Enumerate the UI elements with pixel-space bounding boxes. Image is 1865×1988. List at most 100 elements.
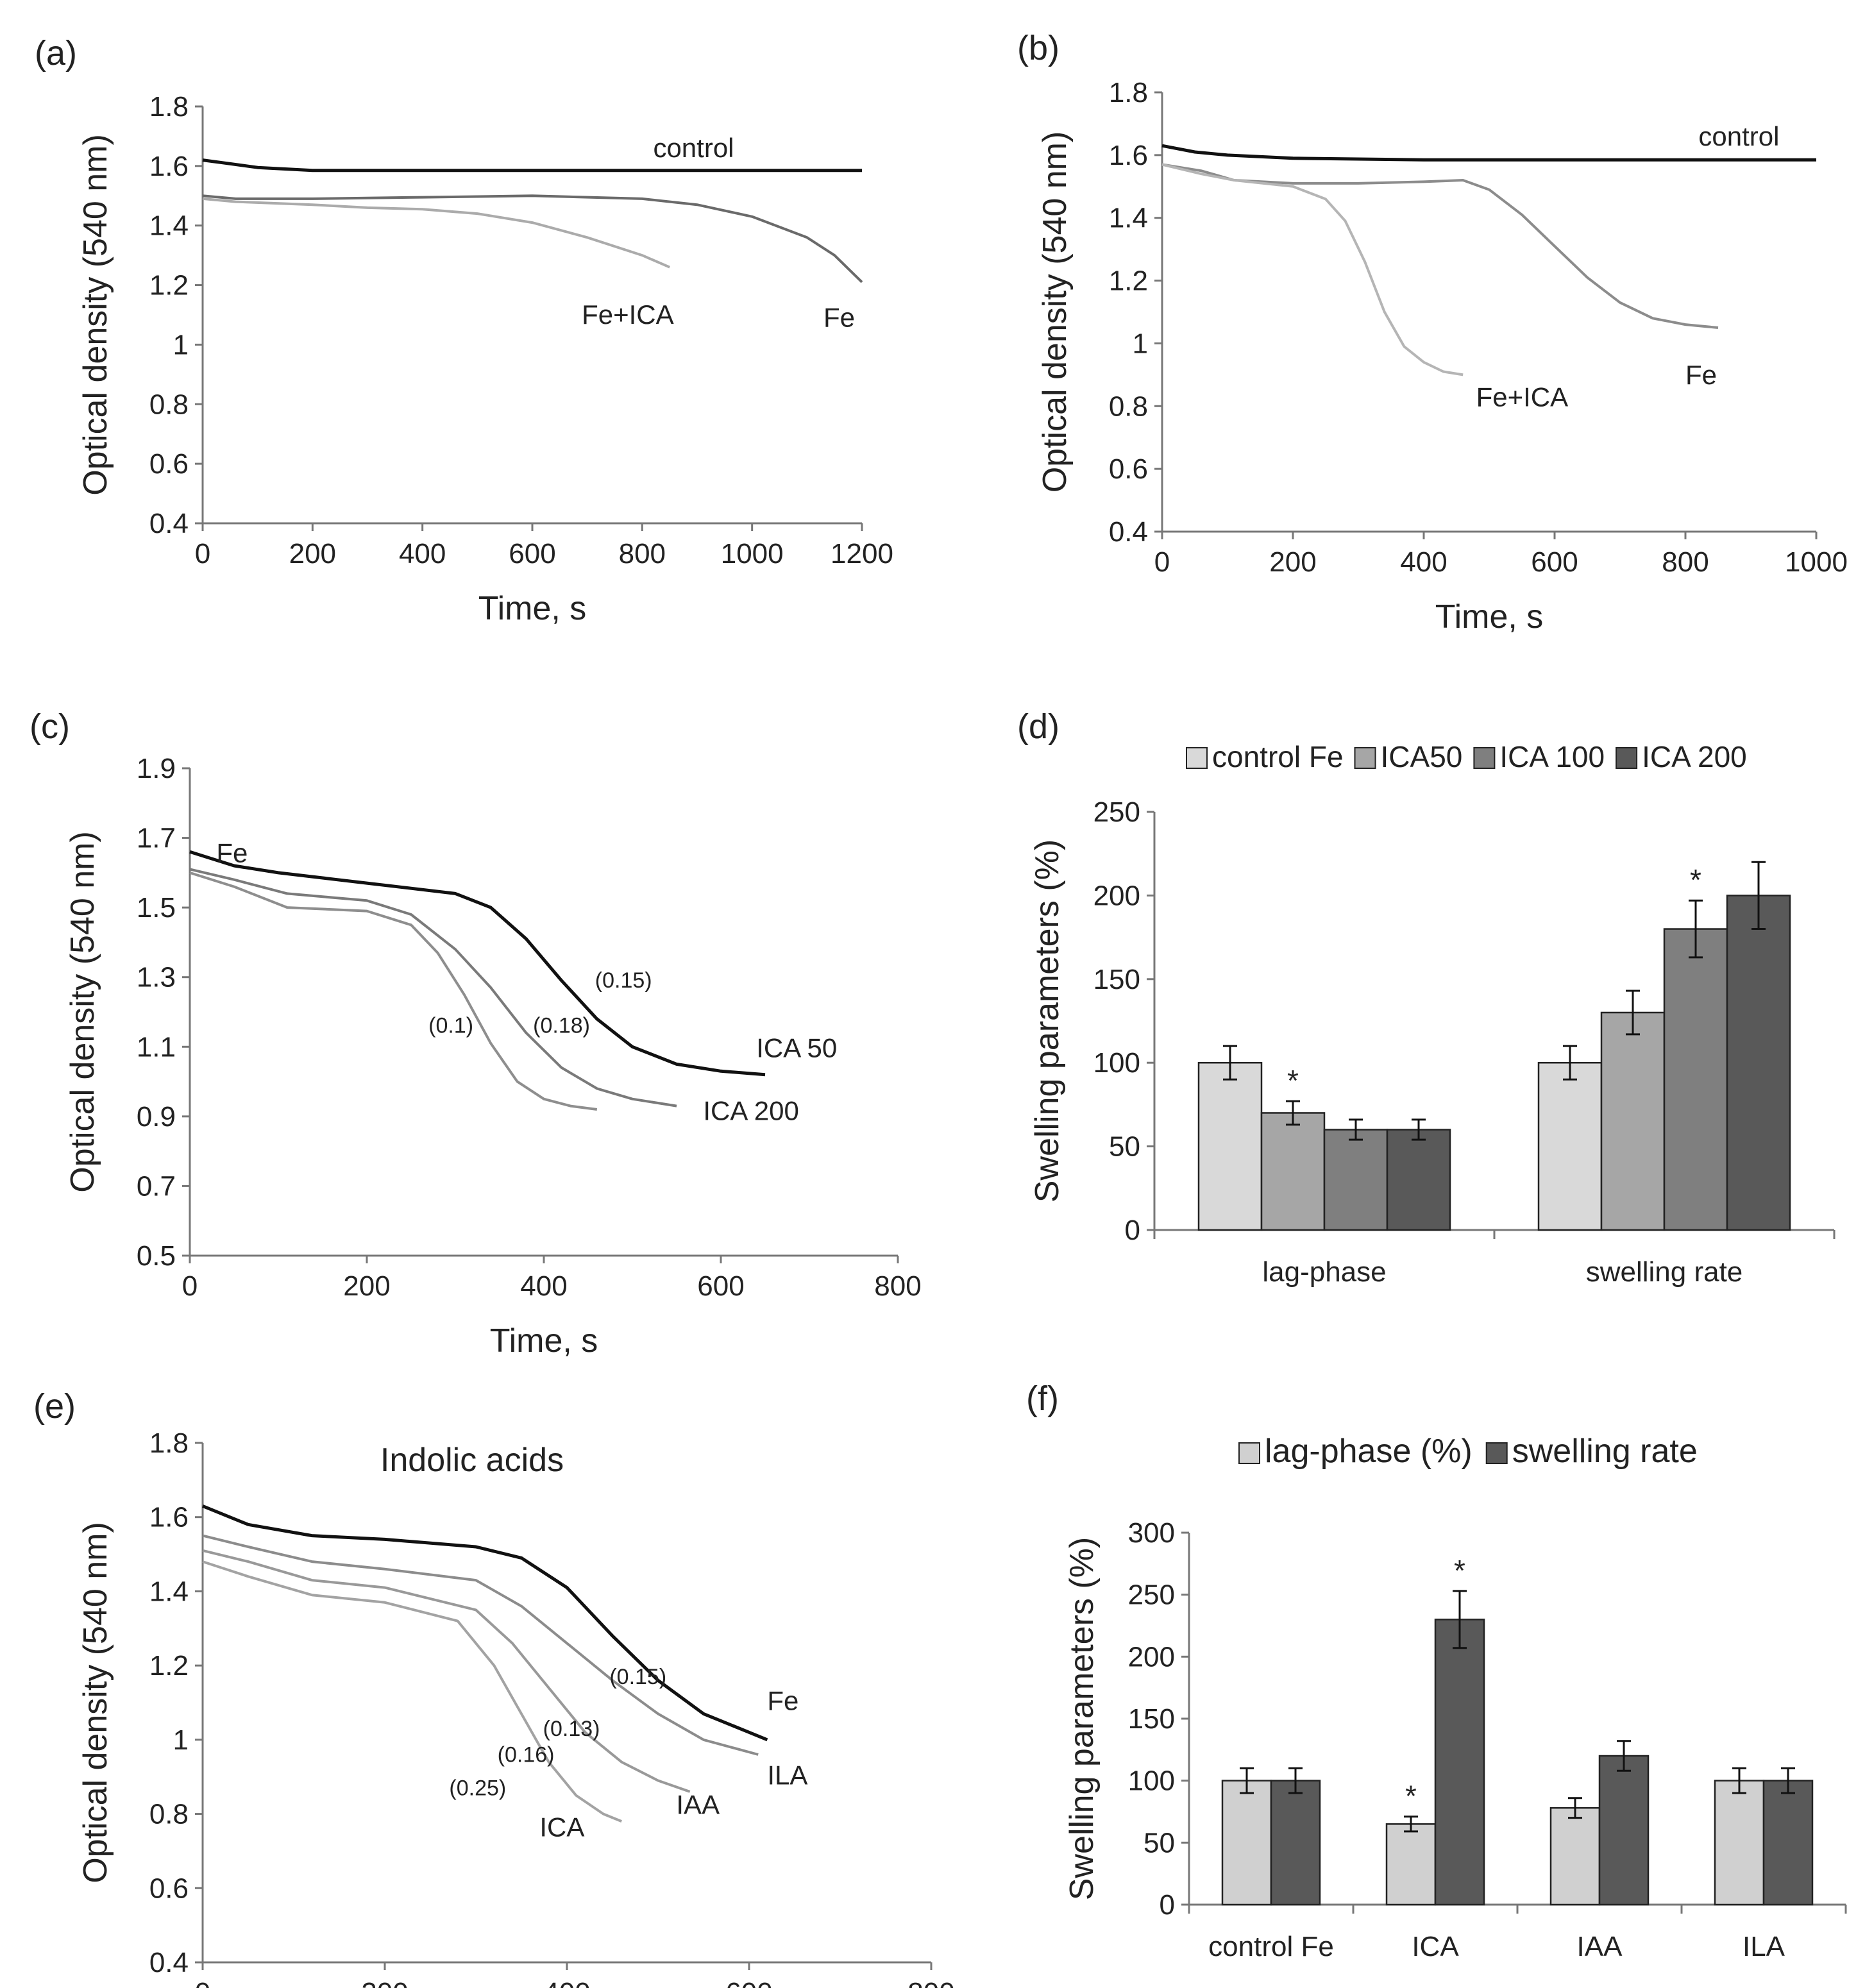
- legend-swatch: [1354, 747, 1376, 769]
- rate-annotation: (0.15): [595, 968, 652, 993]
- y-tick-label: 0.4: [149, 1947, 189, 1978]
- y-tick-label: 0.8: [1109, 391, 1148, 422]
- y-tick-label: 250: [1093, 796, 1140, 828]
- x-tick-label: 800: [1662, 546, 1709, 578]
- y-tick-label: 200: [1128, 1641, 1175, 1672]
- series-line-fe-ica: [1161, 163, 1464, 376]
- series-label: ICA: [539, 1812, 584, 1842]
- x-tick-label: 0: [182, 1270, 198, 1302]
- rate-annotation: (0.15): [609, 1665, 666, 1689]
- x-tick-label: 200: [1269, 546, 1316, 578]
- significance-star: *: [1405, 1780, 1417, 1813]
- legend-label: ICA50: [1381, 740, 1463, 773]
- legend-label: lag-phase (%): [1265, 1433, 1473, 1470]
- series-line-control: [1161, 144, 1816, 162]
- y-tick-label: 1: [173, 329, 189, 360]
- chart-a-svg: 0.4 0.6 0.8 1 1.2 1.4 1.6 1.8 0 200 400 600 800 1000 1…: [77, 91, 893, 627]
- chart-c-svg: 0.5 0.7 0.9 1.1 1.3 1.5 1.7 1.9 0 200 400 600 800 Tim…: [64, 753, 922, 1360]
- bar-ica50: [1600, 1011, 1666, 1231]
- bar-lag-phase-: [1549, 1807, 1601, 1906]
- x-axis-title: Time, s: [1435, 598, 1544, 636]
- bar-ica-200: [1726, 895, 1791, 1231]
- bar-control-fe: [1537, 1061, 1603, 1231]
- panel-label-f: (f): [1026, 1379, 1059, 1418]
- y-tick-label: 1.2: [1109, 265, 1148, 297]
- x-tick-label: 0: [1154, 546, 1170, 578]
- y-tick-label: 150: [1093, 964, 1140, 995]
- x-tick-label: 400: [543, 1977, 590, 1988]
- y-tick-label: 1.9: [137, 753, 176, 784]
- category-label: control Fe: [1208, 1931, 1334, 1962]
- y-tick-label: 1.2: [149, 1650, 189, 1681]
- series-label: ICA 200: [703, 1095, 798, 1125]
- panel-d: (d) 0 50 100 150 200 250 lag-phase swelling rat…: [932, 693, 1865, 1334]
- y-tick-label: 1.7: [137, 823, 176, 854]
- y-tick-label: 0.4: [1109, 516, 1148, 548]
- y-tick-label: 1.2: [149, 270, 189, 301]
- y-tick-label: 50: [1143, 1827, 1175, 1858]
- rate-annotation: (0.16): [498, 1743, 555, 1767]
- significance-star: *: [1454, 1554, 1465, 1587]
- y-tick-label: 0.6: [149, 1873, 189, 1904]
- series-line-control: [202, 158, 862, 173]
- panel-a: (a) 0.4 0.6 0.8 1 1.2 1.4 1.6 1.8 0 200 400 600 800 1…: [0, 0, 932, 661]
- rate-annotation: (0.25): [449, 1776, 506, 1801]
- series-line-ila: [202, 1534, 759, 1756]
- y-tick-label: 100: [1128, 1765, 1175, 1797]
- y-tick-label: 0.6: [149, 448, 189, 480]
- y-axis-title: Optical density (540 nm): [1036, 131, 1074, 493]
- panel-label-d: (d): [1017, 707, 1059, 746]
- y-tick-label: 0.9: [137, 1101, 176, 1133]
- y-tick-label: 0.8: [149, 389, 189, 420]
- chart-f-svg: 0 50 100 150 200 250 300 control Fe ICA IAA ILA Swe…: [1063, 1433, 1847, 1962]
- rate-annotation: (0.13): [543, 1717, 600, 1741]
- x-tick-label: 200: [289, 538, 336, 569]
- x-tick-label: 600: [725, 1977, 772, 1988]
- series-line-fe-ica: [202, 197, 670, 269]
- y-tick-label: 250: [1128, 1579, 1175, 1611]
- chart-title: Indolic acids: [380, 1442, 564, 1479]
- series-label: control: [1698, 121, 1779, 151]
- bar-swelling-rate: [1270, 1780, 1321, 1906]
- x-tick-label: 0: [195, 1977, 210, 1988]
- x-tick-label: 200: [343, 1270, 390, 1302]
- y-tick-label: 300: [1128, 1517, 1175, 1549]
- bar-lag-phase-: [1714, 1780, 1765, 1906]
- legend-label: swelling rate: [1512, 1433, 1698, 1470]
- y-tick-label: 1.4: [149, 1576, 189, 1607]
- x-tick-label: 400: [520, 1270, 567, 1302]
- significance-star: *: [1287, 1064, 1299, 1097]
- panel-label-b: (b): [1017, 29, 1059, 67]
- y-tick-label: 150: [1128, 1703, 1175, 1735]
- panel-f: (f) 0 50 100 150 200 250 300 control Fe ICA IAA IL…: [932, 1360, 1865, 1988]
- series-label: Fe: [823, 303, 855, 333]
- panel-label-a: (a): [35, 34, 77, 72]
- x-tick-label: 400: [399, 538, 446, 569]
- y-tick-label: 1.8: [149, 1428, 189, 1459]
- y-tick-label: 1.6: [149, 1502, 189, 1533]
- panel-label-e: (e): [33, 1387, 76, 1426]
- series-label: ICA 50: [756, 1033, 837, 1063]
- legend-label: ICA 200: [1642, 740, 1747, 773]
- panel-label-c: (c): [30, 707, 70, 746]
- x-tick-label: 800: [619, 538, 666, 569]
- bar-lag-phase-: [1385, 1823, 1437, 1906]
- y-tick-label: 50: [1109, 1131, 1140, 1163]
- x-tick-label: 400: [1400, 546, 1447, 578]
- bar-ica50: [1260, 1112, 1326, 1231]
- series-label: control: [653, 133, 734, 163]
- y-tick-label: 1.4: [149, 210, 189, 242]
- x-tick-label: 800: [874, 1270, 921, 1302]
- x-tick-label: 0: [195, 538, 210, 569]
- y-tick-label: 1.3: [137, 962, 176, 993]
- bar-swelling-rate: [1598, 1755, 1650, 1906]
- y-tick-label: 0.6: [1109, 453, 1148, 485]
- y-tick-label: 1.8: [149, 91, 189, 122]
- significance-star: *: [1690, 863, 1701, 897]
- series-label: Fe: [216, 838, 248, 868]
- series-label: Fe+ICA: [582, 299, 674, 330]
- rate-annotation: (0.18): [533, 1014, 590, 1038]
- y-tick-label: 1.6: [149, 151, 189, 182]
- legend-swatch: [1186, 747, 1208, 769]
- y-tick-label: 0.4: [149, 508, 189, 539]
